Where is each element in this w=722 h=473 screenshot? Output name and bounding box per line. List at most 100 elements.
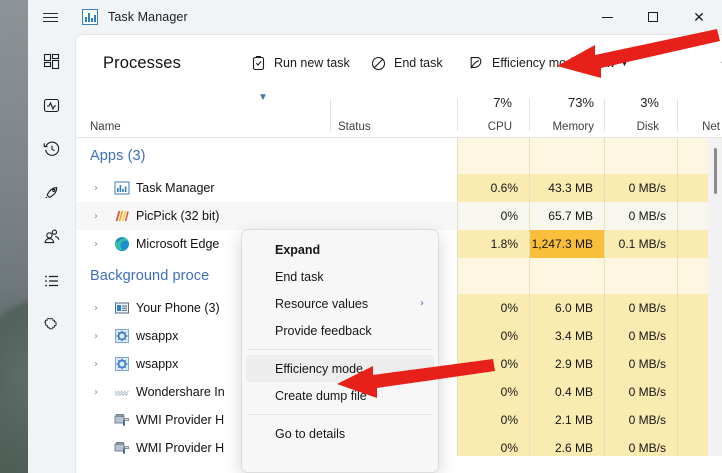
- row-heat-disk: [604, 322, 677, 350]
- table-row[interactable]: › Your Phone (3) 0% 6.0 MB 0 MB/s: [76, 294, 722, 322]
- sidebar-item-processes[interactable]: [37, 48, 67, 74]
- puzzle-icon: [43, 316, 61, 334]
- end-task-button[interactable]: End task: [371, 56, 443, 71]
- clock-history-icon: [43, 140, 61, 158]
- menu-item-label: Efficiency mode: [275, 361, 364, 376]
- column-header-name[interactable]: Name: [90, 121, 121, 133]
- cell-disk: 0 MB/s: [628, 329, 666, 343]
- maximize-button[interactable]: [630, 0, 676, 34]
- menu-item-label: Expand: [275, 242, 321, 257]
- cell-cpu: 0%: [500, 441, 518, 455]
- sidebar-item-performance[interactable]: [37, 92, 67, 118]
- sidebar-item-startup-apps[interactable]: [37, 180, 67, 206]
- column-header-status[interactable]: Status: [338, 121, 371, 133]
- title-bar: Task Manager ✕: [28, 0, 722, 34]
- close-button[interactable]: ✕: [693, 9, 705, 25]
- menu-item-expand[interactable]: Expand: [242, 236, 438, 263]
- cell-memory: 3.4 MB: [554, 329, 593, 343]
- process-list[interactable]: Apps (3) › Task Manager 0.6% 43.3 MB 0 M…: [76, 138, 722, 456]
- scrollbar-thumb[interactable]: [714, 148, 717, 194]
- expand-chevron-icon[interactable]: ›: [94, 182, 98, 194]
- table-row[interactable]: › PicPick (32 bit) 0% 65.7 MB 0 MB/s: [76, 202, 722, 230]
- your-phone-icon: [114, 300, 130, 316]
- process-name: Microsoft Edge: [136, 237, 220, 251]
- cell-disk: 0 MB/s: [628, 385, 666, 399]
- process-name: Task Manager: [136, 181, 215, 195]
- header-divider: [457, 99, 458, 131]
- row-heat-cpu: [457, 406, 529, 434]
- cell-disk: 0 MB/s: [628, 441, 666, 455]
- row-heat-disk: [604, 202, 677, 230]
- sidebar-item-app-history[interactable]: [37, 136, 67, 162]
- column-divider: [529, 138, 530, 456]
- navigation-rail: [28, 34, 75, 473]
- cell-disk: 0 MB/s: [628, 301, 666, 315]
- cell-memory: 65.7 MB: [548, 209, 593, 223]
- edge-icon: [114, 236, 130, 252]
- task-manager-icon: [114, 180, 130, 196]
- cell-cpu: 1.8%: [490, 237, 518, 251]
- row-heat-cpu: [457, 174, 529, 202]
- column-header-disk[interactable]: Disk: [636, 121, 659, 133]
- people-icon: [43, 228, 61, 246]
- header-divider: [604, 99, 605, 131]
- run-new-task-label: Run new task: [274, 56, 350, 70]
- column-header-cpu[interactable]: CPU: [487, 121, 512, 133]
- row-heat-disk: [604, 350, 677, 378]
- table-row[interactable]: WMI Provider H 0% 2.6 MB 0 MB/s: [76, 434, 722, 456]
- vertical-scrollbar[interactable]: [708, 138, 722, 456]
- cell-cpu: 0%: [500, 301, 518, 315]
- end-task-label: End task: [394, 56, 443, 70]
- group-label: Apps (3): [90, 148, 146, 164]
- menu-item-create-dump-file[interactable]: Create dump file: [242, 382, 438, 409]
- cell-memory: 43.3 MB: [548, 181, 593, 195]
- sort-indicator-icon: ▼: [258, 92, 268, 103]
- menu-item-resource-values[interactable]: Resource values ›: [242, 290, 438, 317]
- picpick-icon: [114, 208, 130, 224]
- sidebar-item-users[interactable]: [37, 224, 67, 250]
- cell-memory: 2.1 MB: [554, 413, 593, 427]
- sidebar-item-details[interactable]: [37, 268, 67, 294]
- service-host-icon: [114, 440, 130, 456]
- disk-summary: 3%: [640, 95, 659, 110]
- expand-chevron-icon[interactable]: ›: [94, 358, 98, 370]
- column-header-network[interactable]: Net: [702, 121, 720, 133]
- process-name: Your Phone (3): [136, 301, 220, 315]
- expand-chevron-icon[interactable]: ›: [94, 386, 98, 398]
- group-row[interactable]: Apps (3): [76, 138, 722, 174]
- cell-disk: 0 MB/s: [628, 413, 666, 427]
- cell-memory: 6.0 MB: [554, 301, 593, 315]
- expand-chevron-icon[interactable]: ›: [94, 302, 98, 314]
- column-divider: [604, 138, 605, 456]
- efficiency-mode-button[interactable]: Efficiency mode: [468, 55, 580, 71]
- efficiency-mode-label: Efficiency mode: [492, 56, 581, 70]
- menu-item-label: End task: [275, 269, 324, 284]
- hamburger-menu-icon[interactable]: [28, 1, 72, 33]
- sidebar-item-services[interactable]: [37, 312, 67, 338]
- table-row[interactable]: › Task Manager 0.6% 43.3 MB 0 MB/s: [76, 174, 722, 202]
- expand-chevron-icon[interactable]: ›: [94, 210, 98, 222]
- row-heat-disk: [604, 434, 677, 456]
- minimize-button[interactable]: [584, 0, 630, 34]
- expand-chevron-icon[interactable]: ›: [94, 238, 98, 250]
- row-heat-memory: [529, 294, 604, 322]
- leaf-icon: [468, 55, 484, 71]
- context-menu[interactable]: Expand End task Resource values › Provid…: [241, 229, 439, 473]
- header-divider: [677, 99, 678, 131]
- chevron-right-icon: ›: [420, 298, 424, 309]
- cell-memory: 0.4 MB: [554, 385, 593, 399]
- row-heat-disk: [604, 294, 677, 322]
- expand-chevron-icon[interactable]: ›: [94, 330, 98, 342]
- group-row[interactable]: Background proce: [76, 258, 722, 294]
- menu-item-provide-feedback[interactable]: Provide feedback: [242, 317, 438, 344]
- menu-item-end-task[interactable]: End task: [242, 263, 438, 290]
- table-row[interactable]: WMI Provider H 0% 2.1 MB 0 MB/s: [76, 406, 722, 434]
- cell-disk: 0 MB/s: [628, 181, 666, 195]
- run-new-task-button[interactable]: Run new task: [251, 55, 350, 71]
- clipboard-check-icon: [251, 55, 266, 71]
- row-heat-memory: [529, 350, 604, 378]
- menu-item-go-to-details[interactable]: Go to details: [242, 420, 438, 447]
- column-header-memory[interactable]: Memory: [552, 121, 594, 133]
- column-divider: [677, 138, 678, 456]
- cell-cpu: 0%: [500, 357, 518, 371]
